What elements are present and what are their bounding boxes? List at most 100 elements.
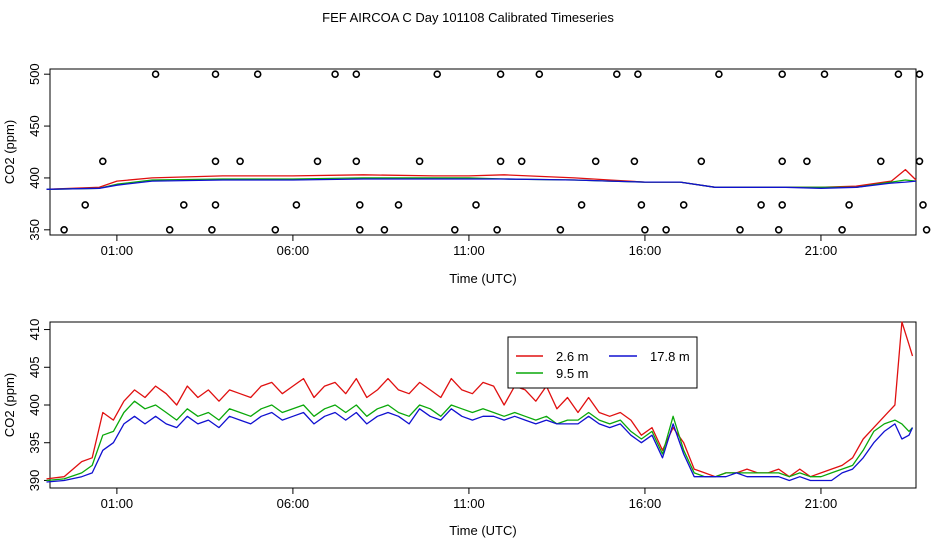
calibration-marker xyxy=(634,70,642,78)
panel-bottom-frame xyxy=(49,321,917,489)
calibration-marker xyxy=(876,157,885,166)
calibration-marker xyxy=(472,201,480,209)
calibration-marker xyxy=(180,201,188,209)
calibration-marker xyxy=(81,201,89,209)
calibration-marker xyxy=(662,226,670,234)
calibration-marker xyxy=(211,70,220,78)
calibration-marker xyxy=(845,201,853,209)
panel-top-x-tick-label: 06:00 xyxy=(277,243,310,258)
calibration-marker xyxy=(612,70,621,78)
calibration-marker xyxy=(679,201,688,209)
calibration-marker xyxy=(292,201,301,209)
calibration-marker xyxy=(380,226,389,234)
legend-label-9-5m: 9.5 m xyxy=(556,366,589,381)
calibration-marker xyxy=(211,157,220,166)
calibration-marker xyxy=(394,201,403,209)
panel-top-y-axis-label: CO2 (ppm) xyxy=(2,120,17,184)
calibration-marker xyxy=(838,226,846,234)
panel-bottom-x-tick-label: 21:00 xyxy=(805,496,838,511)
calibration-marker xyxy=(630,157,639,166)
calibration-marker xyxy=(757,201,765,209)
calibration-marker xyxy=(803,157,811,166)
panel-bottom: 01:00 06:00 11:00 16:00 21:00 390 395 400 405 410… xyxy=(2,319,917,538)
panel-bottom-x-tick-label: 16:00 xyxy=(629,496,662,511)
panel-bottom-x-axis-label: Time (UTC) xyxy=(449,523,516,538)
calibration-marker xyxy=(778,70,787,78)
calibration-marker xyxy=(922,226,931,234)
legend-label-17-8m: 17.8 m xyxy=(650,349,690,364)
calibration-marker xyxy=(433,70,442,78)
calibration-marker xyxy=(915,70,924,78)
panel-bottom-axes: 01:00 06:00 11:00 16:00 21:00 390 395 400 405 410 xyxy=(27,319,837,511)
calibration-marker xyxy=(496,157,505,166)
calibration-marker xyxy=(313,157,322,166)
panel-bottom-series-line-1 xyxy=(46,400,913,482)
panel-bottom-x-tick-label: 01:00 xyxy=(101,496,134,511)
calibration-marker xyxy=(271,226,280,234)
calibration-marker xyxy=(774,226,783,234)
calibration-marker xyxy=(697,157,706,166)
calibration-marker xyxy=(331,70,339,78)
calibration-marker xyxy=(591,157,600,166)
calibration-marker xyxy=(355,201,364,209)
calibration-marker xyxy=(715,70,723,78)
calibration-marker xyxy=(736,226,744,234)
panel-top-x-tick-label: 16:00 xyxy=(629,243,662,258)
panel-bottom-y-axis-label: CO2 (ppm) xyxy=(2,373,17,437)
panel-top-y-tick-label: 350 xyxy=(27,219,42,241)
calibration-marker xyxy=(352,70,361,78)
panel-bottom-series-line-0 xyxy=(46,321,914,480)
calibration-marker xyxy=(577,201,586,209)
legend-label-2-6m: 2.6 m xyxy=(556,349,589,364)
panel-top-lines xyxy=(46,168,917,190)
panel-top-series-line-0 xyxy=(46,168,917,190)
panel-bottom-x-tick-label: 06:00 xyxy=(277,496,310,511)
panel-top-y-tick-label: 500 xyxy=(27,63,42,85)
panel-top-y-tick-label: 400 xyxy=(27,167,42,189)
panel-top-x-tick-label: 21:00 xyxy=(805,243,838,258)
calibration-marker xyxy=(450,226,459,234)
calibration-marker xyxy=(556,226,565,234)
panel-top-markers xyxy=(60,70,931,234)
panel-top-series-line-2 xyxy=(46,178,917,190)
calibration-marker xyxy=(355,226,364,234)
legend: 2.6 m 9.5 m 17.8 m xyxy=(507,336,698,389)
calibration-marker xyxy=(637,201,646,209)
figure-title: FEF AIRCOA C Day 101108 Calibrated Times… xyxy=(322,10,614,25)
panel-top-x-tick-label: 11:00 xyxy=(453,243,485,258)
panel-top-x-tick-label: 01:00 xyxy=(101,243,134,258)
calibration-marker xyxy=(415,157,424,166)
calibration-marker xyxy=(352,157,361,166)
panel-bottom-lines xyxy=(46,321,914,483)
calibration-marker xyxy=(778,157,787,166)
calibration-marker xyxy=(99,157,107,166)
legend-box xyxy=(507,336,698,389)
panel-bottom-y-tick-label: 410 xyxy=(27,319,42,341)
calibration-marker xyxy=(496,70,505,78)
calibration-marker xyxy=(919,201,927,209)
panel-bottom-series-line-2 xyxy=(46,408,914,483)
panel-bottom-x-tick-label: 11:00 xyxy=(453,496,485,511)
calibration-marker xyxy=(641,226,649,234)
calibration-marker xyxy=(493,226,501,234)
panel-bottom-y-tick-label: 405 xyxy=(27,356,42,378)
panel-top: 01:00 06:00 11:00 16:00 21:00 350 400 450 500 Ti… xyxy=(2,63,931,286)
panel-bottom-y-tick-label: 395 xyxy=(27,432,42,454)
panel-top-frame xyxy=(49,68,917,236)
calibration-marker xyxy=(253,70,262,78)
calibration-marker xyxy=(165,226,174,234)
calibration-marker xyxy=(778,201,787,209)
calibration-marker xyxy=(151,70,160,78)
calibration-marker xyxy=(894,70,903,78)
panel-top-axes: 01:00 06:00 11:00 16:00 21:00 350 400 450 500 xyxy=(27,63,837,258)
calibration-marker xyxy=(535,70,544,78)
calibration-marker xyxy=(60,226,68,234)
panel-top-x-axis-label: Time (UTC) xyxy=(449,271,516,286)
calibration-marker xyxy=(820,70,829,78)
calibration-marker xyxy=(517,157,526,166)
calibration-marker xyxy=(236,157,244,166)
panel-bottom-y-tick-label: 400 xyxy=(27,394,42,416)
calibration-marker xyxy=(208,226,216,234)
panel-top-y-tick-label: 450 xyxy=(27,115,42,137)
